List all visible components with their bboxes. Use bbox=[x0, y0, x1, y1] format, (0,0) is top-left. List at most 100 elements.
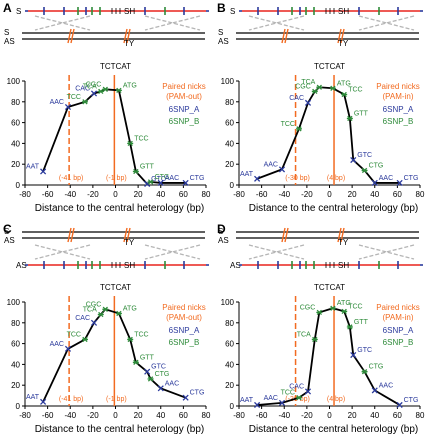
nick-mark bbox=[337, 227, 342, 243]
y-tick-label: 40 bbox=[11, 139, 20, 148]
y-tick-label: 80 bbox=[11, 319, 20, 328]
strand-label: S bbox=[16, 7, 21, 16]
x-tick-label: 0 bbox=[113, 190, 118, 199]
point-label: AAC bbox=[264, 161, 278, 168]
legend-series-b: 6SNP_B bbox=[169, 117, 200, 126]
marker-star bbox=[82, 336, 88, 343]
center-label: TCTCAT bbox=[314, 283, 345, 292]
marker-x bbox=[182, 179, 189, 186]
panel-letter: D bbox=[217, 222, 226, 236]
marker-x bbox=[350, 351, 357, 359]
y-tick-label: 0 bbox=[16, 402, 21, 411]
x-tick-label: -40 bbox=[278, 411, 290, 420]
point-label: TCC bbox=[348, 303, 362, 310]
point-label: GTC bbox=[357, 152, 372, 159]
heterology-label: TY bbox=[124, 39, 135, 48]
y-tick-label: 0 bbox=[230, 181, 235, 190]
cross-dash bbox=[358, 15, 415, 31]
marker-x bbox=[90, 319, 98, 326]
strand-label: AS bbox=[4, 37, 15, 46]
legend-series-b: 6SNP_B bbox=[383, 117, 414, 126]
nick-label: (4 bp) bbox=[327, 175, 345, 182]
y-tick-label: 100 bbox=[7, 298, 21, 307]
x-tick-label: 80 bbox=[202, 190, 211, 199]
nick-mark bbox=[70, 28, 75, 44]
y-tick-label: 40 bbox=[225, 139, 234, 148]
point-label: TCA bbox=[83, 83, 97, 90]
x-tick-label: 40 bbox=[156, 190, 165, 199]
legend-orientation: (PAM-in) bbox=[383, 313, 414, 322]
panel-letter: B bbox=[217, 1, 226, 15]
point-label: AAC bbox=[165, 175, 179, 182]
y-tick-label: 60 bbox=[225, 340, 234, 349]
cross-dash bbox=[144, 15, 201, 31]
x-tick-label: -80 bbox=[19, 190, 31, 199]
legend-orientation: (PAM-in) bbox=[383, 92, 414, 101]
panel-letter: C bbox=[3, 222, 12, 236]
marker-star bbox=[102, 86, 108, 92]
x-tick-label: 80 bbox=[416, 411, 425, 420]
center-label: TCTCAT bbox=[314, 62, 345, 71]
point-label: AAT bbox=[26, 163, 40, 170]
strand-label: AS bbox=[4, 236, 15, 245]
point-label: CGC bbox=[300, 304, 316, 311]
marker-x bbox=[40, 398, 47, 405]
x-tick-label: 20 bbox=[348, 411, 357, 420]
cross-dash bbox=[34, 15, 91, 31]
point-label: CGC bbox=[295, 83, 311, 90]
point-label: CTG bbox=[404, 175, 419, 182]
point-label: CTG bbox=[404, 397, 419, 404]
point-label: GTC bbox=[357, 347, 372, 354]
point-label: CAC bbox=[75, 85, 90, 92]
marker-x bbox=[278, 399, 286, 406]
strand-label: S bbox=[218, 227, 223, 236]
nick-mark bbox=[340, 28, 345, 44]
marker-star bbox=[296, 126, 302, 132]
nick-mark bbox=[126, 28, 131, 44]
marker-star bbox=[127, 140, 133, 147]
cross-dash bbox=[144, 15, 201, 31]
marker-x bbox=[157, 385, 164, 392]
marker-star bbox=[316, 84, 322, 90]
point-label: CTG bbox=[369, 162, 384, 169]
point-label: TCA bbox=[301, 79, 315, 86]
cross-dash bbox=[358, 244, 415, 260]
x-tick-label: 0 bbox=[327, 190, 332, 199]
nick-mark bbox=[281, 227, 286, 243]
x-tick-label: 0 bbox=[327, 411, 332, 420]
legend-title: Paired nicks bbox=[162, 82, 206, 91]
x-tick-label: -60 bbox=[42, 190, 54, 199]
x-tick-label: -80 bbox=[19, 411, 31, 420]
y-tick-label: 20 bbox=[11, 381, 20, 390]
cross-dash bbox=[34, 244, 91, 260]
marker-star bbox=[341, 308, 347, 315]
x-tick-label: 60 bbox=[179, 190, 188, 199]
legend-title: Paired nicks bbox=[376, 82, 420, 91]
x-tick-label: 40 bbox=[156, 411, 165, 420]
marker-star bbox=[316, 309, 322, 316]
cross-dash bbox=[248, 15, 305, 31]
legend-series-b: 6SNP_B bbox=[383, 338, 414, 347]
nick-label: (-41 bp) bbox=[59, 396, 84, 403]
point-label: TCC bbox=[67, 94, 81, 101]
x-tick-label: -40 bbox=[64, 411, 76, 420]
point-label: CGC bbox=[86, 81, 102, 88]
marker-x bbox=[254, 401, 261, 409]
nick-mark bbox=[281, 28, 286, 44]
cross-dash bbox=[358, 244, 415, 260]
y-tick-label: 20 bbox=[225, 160, 234, 169]
x-tick-label: -60 bbox=[256, 190, 268, 199]
point-label: AAC bbox=[379, 382, 393, 389]
x-tick-label: 20 bbox=[134, 411, 143, 420]
nick-label: (-1 bp) bbox=[106, 175, 127, 182]
nick-mark bbox=[126, 227, 131, 243]
point-label: GTC bbox=[151, 176, 166, 183]
point-label: CTG bbox=[369, 364, 384, 371]
marker-star bbox=[116, 87, 122, 94]
marker-x bbox=[304, 388, 312, 395]
point-label: AAT bbox=[240, 171, 254, 178]
point-label: AAC bbox=[264, 395, 278, 402]
y-tick-label: 100 bbox=[221, 77, 235, 86]
heterology-label: TY bbox=[338, 39, 349, 48]
